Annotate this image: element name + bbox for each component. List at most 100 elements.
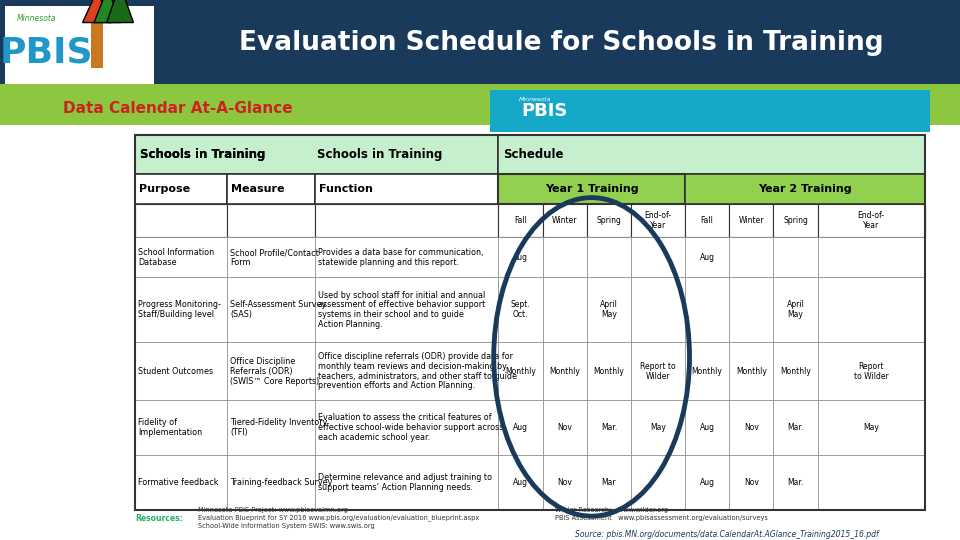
Text: School-Wide Information System SWIS: www.swis.org: School-Wide Information System SWIS: www… — [198, 523, 374, 529]
Text: Aug: Aug — [700, 423, 714, 432]
Text: Data Calendar At-A-Glance: Data Calendar At-A-Glance — [63, 100, 293, 116]
Bar — [631, 342, 684, 400]
Bar — [774, 342, 818, 400]
Bar — [684, 455, 729, 510]
Bar — [228, 238, 315, 277]
Bar — [135, 455, 228, 510]
Bar — [818, 455, 925, 510]
Text: Mar.: Mar. — [601, 423, 617, 432]
Text: End-of-
Year: End-of- Year — [644, 211, 672, 230]
Text: PBIS Assessment   www.pbisassessment.org/evaluation/surveys: PBIS Assessment www.pbisassessment.org/e… — [555, 515, 768, 521]
Text: Evaluation Blueprint for SY 2016 www.pbis.org/evaluation/evaluation_blueprint.as: Evaluation Blueprint for SY 2016 www.pbi… — [198, 515, 479, 522]
Bar — [587, 277, 631, 342]
Text: Resources:: Resources: — [135, 514, 182, 523]
Text: Evaluation Schedule for Schools in Training: Evaluation Schedule for Schools in Train… — [239, 30, 884, 56]
Bar — [774, 238, 818, 277]
Bar — [135, 400, 228, 455]
Text: Spring: Spring — [596, 216, 621, 225]
Bar — [631, 455, 684, 510]
Text: School Information
Database: School Information Database — [138, 248, 214, 267]
Bar — [135, 342, 228, 400]
Bar — [684, 238, 729, 277]
Bar — [818, 400, 925, 455]
Bar — [542, 204, 587, 238]
Text: Monthly: Monthly — [780, 367, 811, 376]
Bar — [542, 277, 587, 342]
Bar — [684, 400, 729, 455]
Bar — [498, 238, 542, 277]
Text: Provides a data base for communication,
statewide planning and this report.: Provides a data base for communication, … — [318, 248, 484, 267]
Bar — [729, 277, 774, 342]
Text: Monthly: Monthly — [505, 367, 536, 376]
Bar — [228, 455, 315, 510]
Bar — [498, 277, 542, 342]
Bar — [490, 90, 930, 132]
Text: Office Discipline
Referrals (ODR)
(SWIS™ Core Reports): Office Discipline Referrals (ODR) (SWIS™… — [230, 357, 320, 386]
Text: Mar.: Mar. — [787, 423, 804, 432]
Bar — [818, 238, 925, 277]
Text: Monthly: Monthly — [549, 367, 580, 376]
Bar — [135, 135, 498, 174]
Bar — [315, 174, 498, 204]
Text: Fall: Fall — [701, 216, 713, 225]
Bar — [498, 342, 542, 400]
FancyArrow shape — [94, 0, 121, 23]
Text: Aug: Aug — [513, 253, 528, 262]
Text: Used by school staff for initial and annual
assessment of effective behavior sup: Used by school staff for initial and ann… — [318, 291, 486, 329]
Bar — [542, 400, 587, 455]
Text: Training-feedback Survey: Training-feedback Survey — [230, 478, 333, 487]
Bar — [315, 342, 498, 400]
Bar — [684, 277, 729, 342]
Bar — [818, 342, 925, 400]
Text: Monthly: Monthly — [691, 367, 722, 376]
Text: Report
to Wilder: Report to Wilder — [853, 362, 889, 381]
Bar — [542, 455, 587, 510]
Bar — [135, 238, 228, 277]
Bar — [729, 342, 774, 400]
Bar — [542, 238, 587, 277]
Bar — [774, 455, 818, 510]
Text: Fall: Fall — [515, 216, 527, 225]
Bar — [587, 342, 631, 400]
Text: Winter: Winter — [738, 216, 764, 225]
Bar — [631, 238, 684, 277]
FancyArrow shape — [83, 0, 111, 23]
Text: School Profile/Contact
Form: School Profile/Contact Form — [230, 248, 319, 267]
Text: Schools in Training: Schools in Training — [317, 148, 442, 161]
Text: PBIS: PBIS — [0, 35, 93, 69]
Bar — [315, 238, 498, 277]
Bar — [684, 174, 925, 204]
Text: Minnesota: Minnesota — [518, 97, 551, 102]
Bar — [498, 204, 542, 238]
Text: Office discipline referrals (ODR) provide data for
monthly team reviews and deci: Office discipline referrals (ODR) provid… — [318, 352, 517, 390]
Bar — [729, 238, 774, 277]
Text: Source: pbis.MN.org/documents/data.CalendarAt.AGlance_Training2015_16.pdf: Source: pbis.MN.org/documents/data.Calen… — [575, 530, 878, 538]
Bar — [774, 204, 818, 238]
Text: Spring: Spring — [783, 216, 808, 225]
Bar — [729, 204, 774, 238]
Bar — [774, 277, 818, 342]
Bar — [587, 455, 631, 510]
Text: Aug: Aug — [700, 253, 714, 262]
Text: Nov: Nov — [744, 478, 758, 487]
Text: Monthly: Monthly — [735, 367, 767, 376]
Text: Nov: Nov — [744, 423, 758, 432]
Bar — [818, 277, 925, 342]
Text: Progress Monitoring-
Staff/Building level: Progress Monitoring- Staff/Building leve… — [138, 300, 221, 319]
Text: Monthly: Monthly — [593, 367, 624, 376]
Bar — [135, 204, 228, 238]
Bar — [135, 277, 228, 342]
Bar — [631, 400, 684, 455]
Bar — [587, 204, 631, 238]
Bar — [228, 174, 315, 204]
Bar — [315, 455, 498, 510]
Bar — [818, 204, 925, 238]
Text: Schools in Training: Schools in Training — [140, 148, 265, 161]
Text: PBIS: PBIS — [522, 102, 568, 120]
Bar — [315, 277, 498, 342]
Bar — [135, 135, 925, 510]
Bar — [729, 400, 774, 455]
Text: Year 1 Training: Year 1 Training — [545, 184, 638, 194]
Text: Function: Function — [319, 184, 373, 194]
Text: Report to
Wilder: Report to Wilder — [640, 362, 676, 381]
